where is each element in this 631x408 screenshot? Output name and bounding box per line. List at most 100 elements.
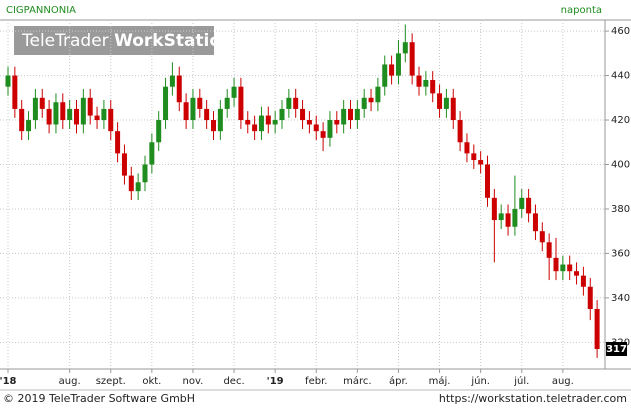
candle-body	[87, 97, 93, 116]
candle-body	[190, 97, 196, 121]
candle-body	[348, 108, 353, 121]
candle-body	[395, 53, 401, 76]
candle-body	[491, 197, 497, 221]
candle-body	[526, 197, 532, 214]
candle-body	[327, 120, 333, 138]
candle-body	[101, 108, 107, 121]
chart-title: CIGPANNONIA	[6, 5, 76, 16]
x-tick-label: szept.	[96, 376, 126, 387]
candle-body	[204, 108, 210, 121]
candle-body	[46, 108, 52, 125]
x-tick-label: nov.	[183, 376, 204, 387]
candle-body	[320, 131, 326, 138]
x-tick-label: dec.	[223, 376, 244, 387]
candle-body	[183, 102, 189, 121]
x-tick-label: jún.	[470, 375, 490, 387]
candle-body	[512, 208, 518, 227]
candle-body	[567, 264, 573, 272]
candle-body	[211, 120, 216, 132]
candle-body	[539, 231, 545, 243]
candle-body	[217, 108, 223, 132]
x-tick-label: '19	[267, 376, 284, 387]
candle-body	[471, 153, 477, 161]
candle-body	[176, 75, 182, 103]
candle-body	[485, 164, 490, 198]
candle-body	[128, 175, 134, 192]
candle-body	[142, 164, 148, 183]
candle-body	[135, 182, 141, 192]
y-tick-label: 440	[611, 71, 630, 82]
candle-body	[293, 97, 299, 109]
candle-body	[115, 131, 121, 154]
candle-body	[457, 120, 463, 143]
candle-body	[546, 242, 552, 258]
y-tick-label: 400	[611, 159, 630, 170]
candle-body	[32, 97, 38, 121]
candle-body	[39, 97, 45, 109]
candle-body	[245, 120, 251, 125]
candle-body	[354, 108, 360, 121]
candle-body	[532, 213, 538, 232]
candle-body	[498, 213, 504, 221]
candle-body	[478, 160, 484, 165]
candle-body	[437, 93, 443, 109]
candle-body	[334, 120, 340, 125]
x-tick-label: máj.	[429, 375, 451, 387]
x-tick-label: febr.	[305, 376, 327, 387]
candle-body	[423, 80, 429, 87]
candle-body	[279, 108, 285, 121]
candle-body	[409, 42, 415, 76]
candle-body	[560, 264, 566, 272]
last-value-box	[606, 341, 627, 356]
candle-body	[286, 97, 292, 109]
x-tick-label: okt.	[142, 376, 161, 387]
candle-body	[238, 86, 244, 121]
candle-body	[464, 142, 470, 154]
x-tick-label: márc.	[343, 375, 371, 387]
candle-body	[53, 102, 59, 125]
candle-body	[368, 97, 374, 103]
candle-body	[375, 86, 381, 103]
candle-body	[265, 115, 271, 125]
candle-body	[121, 153, 127, 176]
candle-body	[402, 42, 408, 54]
y-tick-label: 380	[611, 204, 630, 215]
candle-body	[505, 213, 511, 227]
x-tick-label: '18	[0, 376, 17, 387]
footer-left: © 2019 TeleTrader Software GmbH	[3, 392, 195, 405]
candle-body	[389, 64, 395, 76]
logo-text: WorkStation	[114, 31, 233, 51]
y-tick-label: 340	[611, 293, 630, 304]
candle-body	[163, 86, 169, 121]
candle-body	[74, 108, 79, 125]
candle-body	[382, 64, 388, 87]
chart-subtitle: naponta	[561, 5, 602, 16]
candle-body	[313, 124, 319, 132]
x-tick-label: aug.	[552, 376, 574, 387]
y-tick-label: 360	[611, 248, 630, 259]
candle-body	[574, 271, 580, 276]
x-tick-label: aug.	[59, 376, 81, 387]
candle-body	[252, 124, 258, 132]
candle-body	[60, 102, 66, 121]
candle-body	[300, 108, 306, 121]
footer-right: https://workstation.teletrader.com	[439, 392, 627, 405]
logo: TeleTrader WorkStation	[21, 31, 233, 51]
candle-body	[67, 108, 73, 121]
candle-body	[108, 108, 114, 132]
candle-body	[5, 75, 11, 87]
candle-body	[156, 120, 162, 143]
x-tick-label: ápr.	[389, 375, 408, 387]
y-tick-label: 420	[611, 115, 630, 126]
x-tick-label: júl.	[513, 375, 529, 387]
candle-body	[361, 97, 367, 109]
candle-body	[169, 75, 175, 87]
candle-body	[197, 97, 203, 109]
candle-body	[80, 97, 86, 125]
candle-body	[258, 115, 264, 132]
candle-body	[19, 108, 25, 132]
candle-body	[587, 286, 593, 309]
candle-body	[149, 142, 155, 165]
candle-body	[94, 115, 100, 121]
